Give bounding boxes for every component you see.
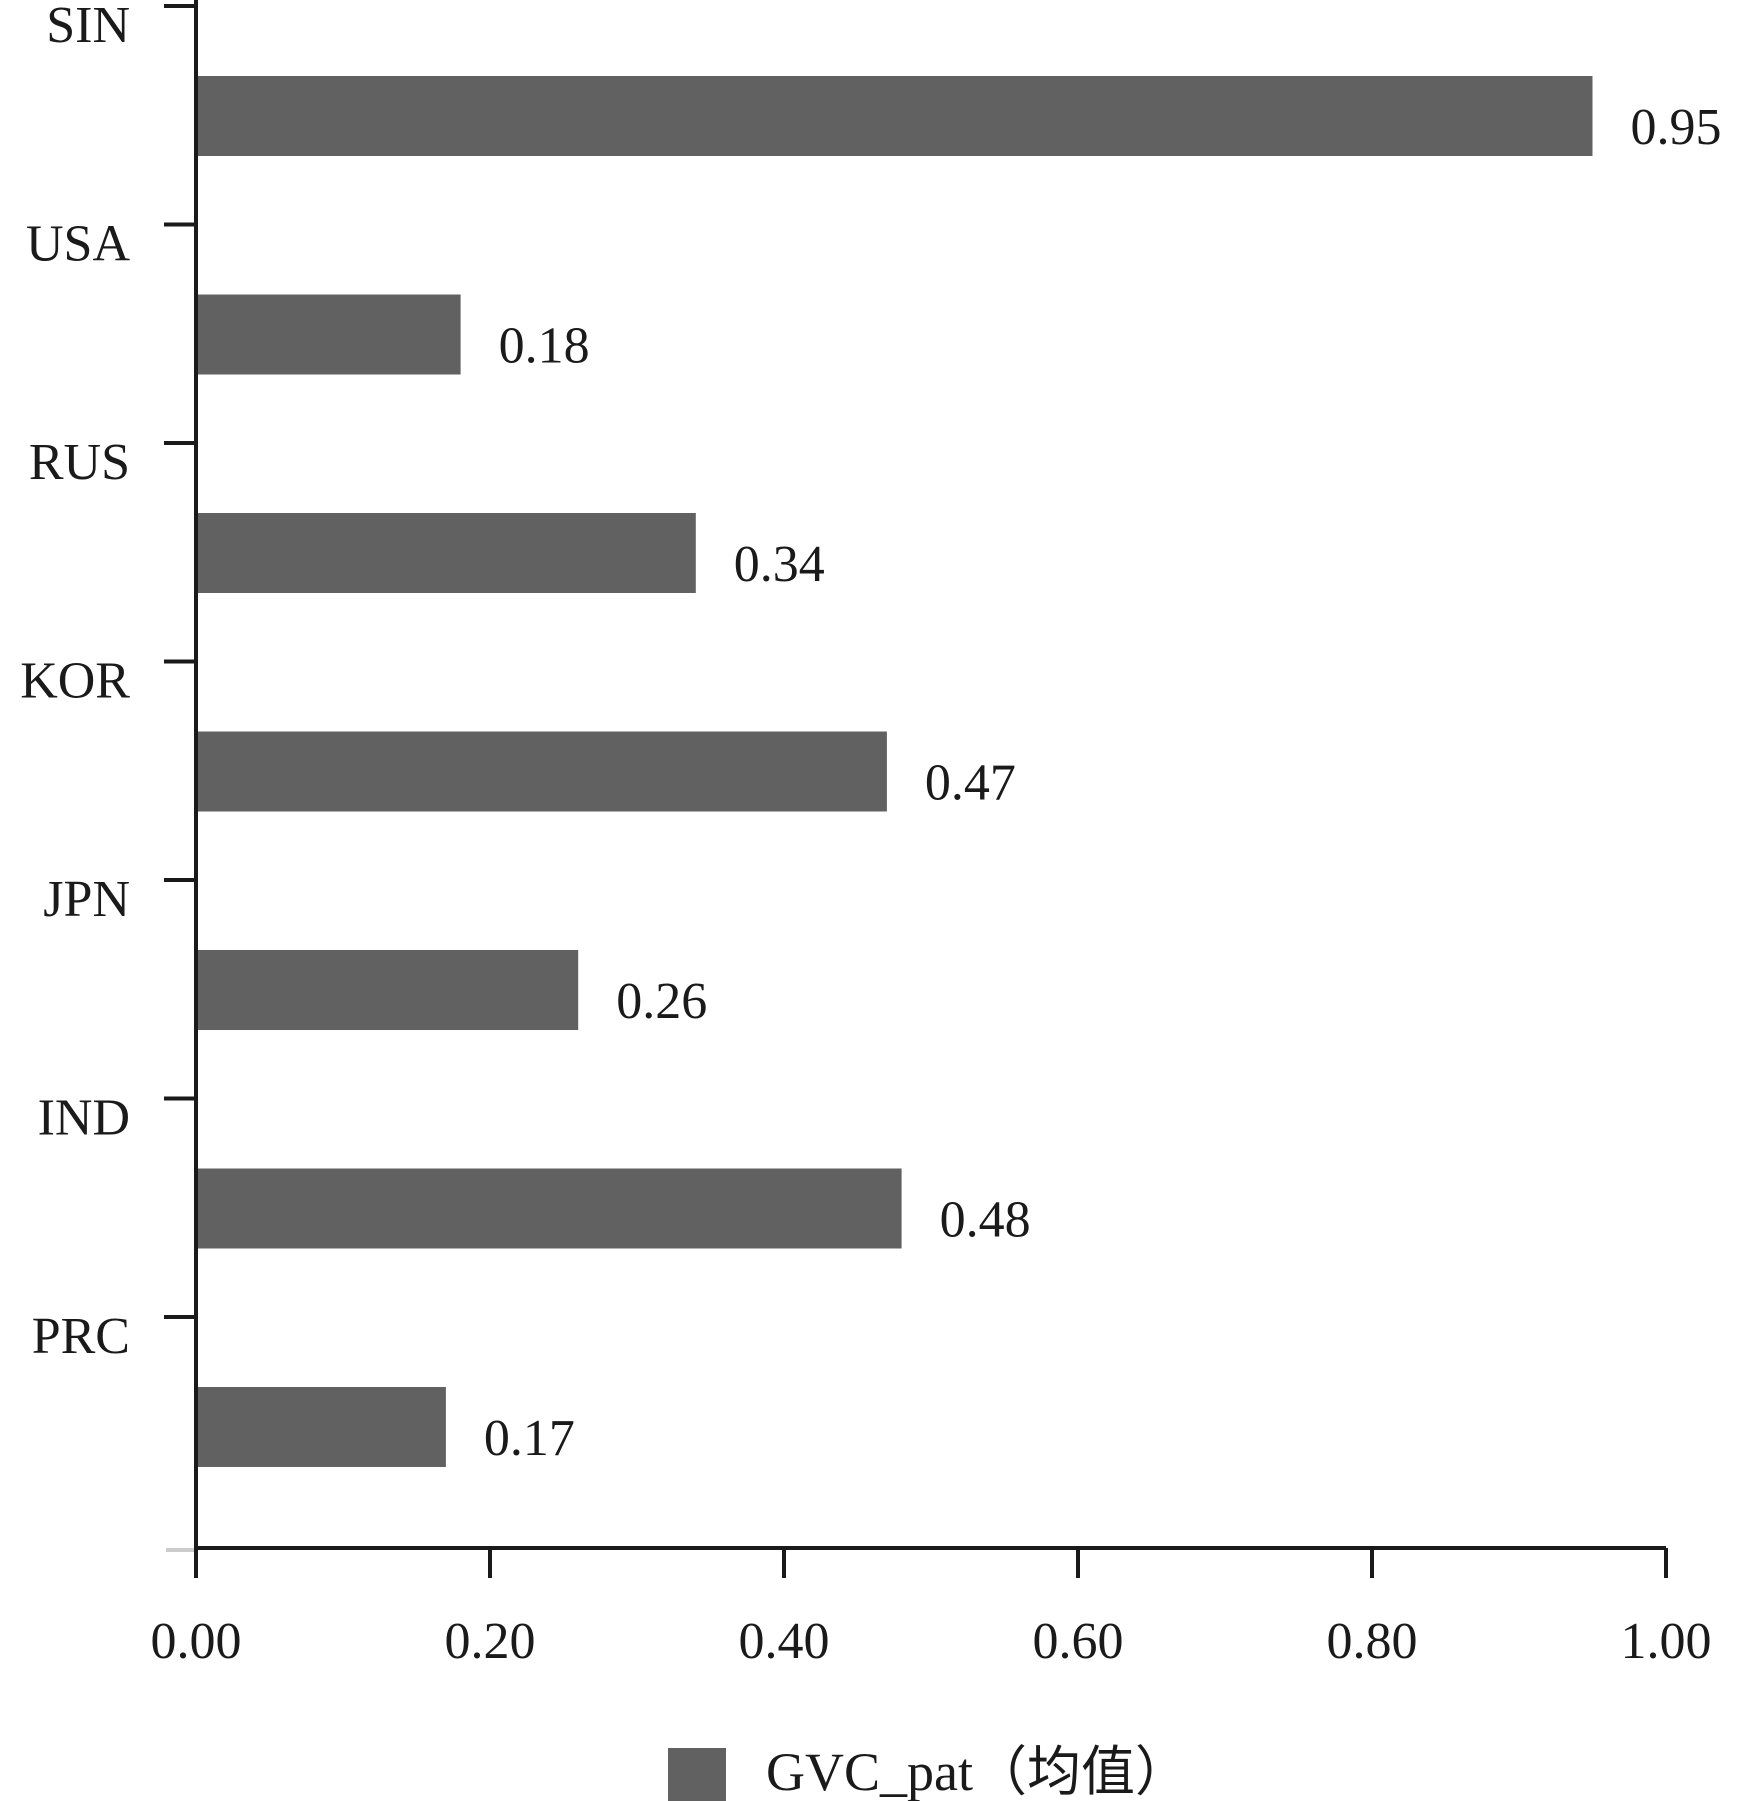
- legend-label: GVC_pat（均值）: [766, 1742, 1189, 1801]
- x-tick-label-2: 0.40: [739, 1613, 830, 1670]
- category-label-ind: IND: [38, 1090, 130, 1147]
- bar-sin: [196, 76, 1593, 156]
- value-label-kor: 0.47: [925, 755, 1016, 812]
- x-tick-label-5: 1.00: [1621, 1613, 1712, 1670]
- legend-swatch: [668, 1748, 726, 1801]
- value-label-ind: 0.48: [940, 1192, 1031, 1249]
- category-label-rus: RUS: [29, 434, 130, 491]
- bar-prc: [196, 1387, 446, 1467]
- value-labels: 0.95 0.18 0.34 0.47 0.26 0.48 0.17: [484, 99, 1722, 1467]
- value-label-sin: 0.95: [1631, 99, 1722, 156]
- bar-rus: [196, 513, 696, 593]
- category-label-usa: USA: [26, 216, 130, 273]
- x-tick-label-4: 0.80: [1327, 1613, 1418, 1670]
- category-labels: SIN USA RUS KOR JPN IND PRC: [20, 0, 130, 1365]
- legend: GVC_pat（均值）: [668, 1742, 1189, 1801]
- value-label-rus: 0.34: [734, 536, 825, 593]
- bars-group: [196, 76, 1593, 1467]
- x-tick-label-1: 0.20: [445, 1613, 536, 1670]
- axes: [164, 0, 1668, 1578]
- category-label-jpn: JPN: [43, 871, 130, 928]
- bar-ind: [196, 1168, 902, 1249]
- x-tick-labels: 0.00 0.20 0.40 0.60 0.80 1.00: [151, 1613, 1712, 1670]
- category-label-kor: KOR: [20, 653, 130, 710]
- value-label-prc: 0.17: [484, 1410, 575, 1467]
- category-label-sin: SIN: [46, 0, 130, 54]
- value-label-jpn: 0.26: [616, 973, 707, 1030]
- category-label-prc: PRC: [32, 1308, 130, 1365]
- bar-jpn: [196, 950, 579, 1030]
- x-tick-label-3: 0.60: [1033, 1613, 1124, 1670]
- bar-usa: [196, 294, 461, 375]
- x-tick-label-0: 0.00: [151, 1613, 242, 1670]
- bar-kor: [196, 731, 887, 812]
- value-label-usa: 0.18: [499, 318, 590, 375]
